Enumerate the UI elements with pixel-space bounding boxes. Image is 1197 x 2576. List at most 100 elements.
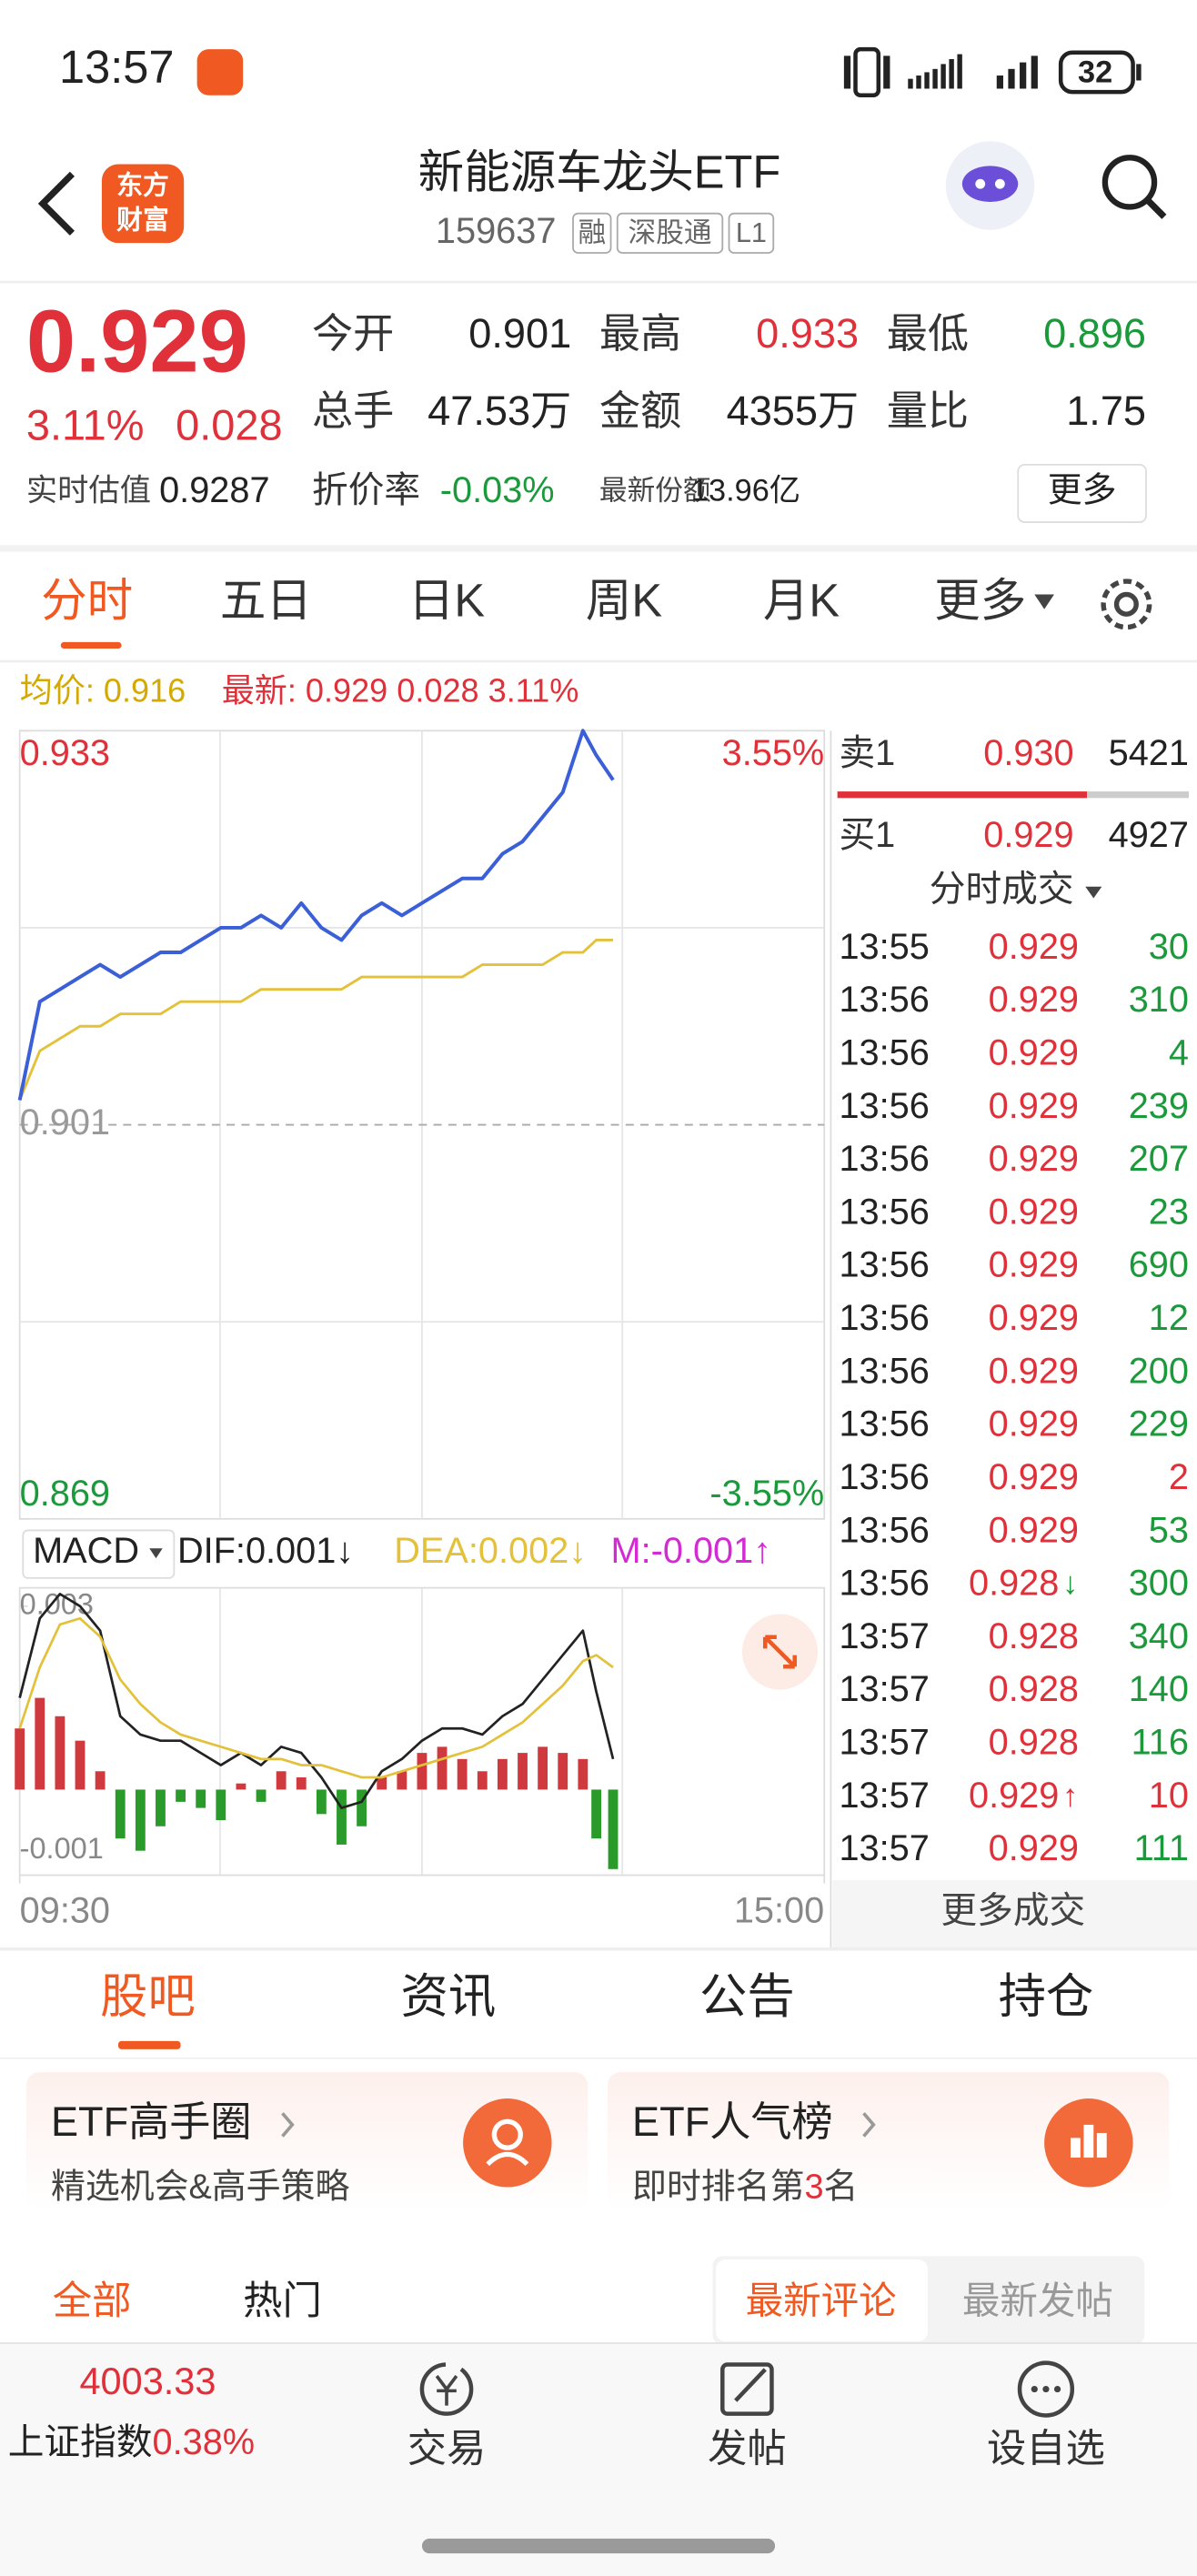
trade-time: 13:57 — [839, 1616, 929, 1656]
trade-volume: 111 — [1134, 1828, 1189, 1868]
trade-volume: 2 — [1169, 1457, 1189, 1497]
macd-bar — [236, 1783, 246, 1790]
macd-label: DEA:0.002↓ — [394, 1531, 587, 1571]
trade-volume: 310 — [1129, 980, 1189, 1020]
card[interactable] — [607, 2072, 1170, 2210]
fund-title: 新能源车龙头ETF — [418, 146, 781, 198]
avg-legend: 均价: 0.916 — [20, 671, 186, 709]
clock: 13:57 — [59, 41, 174, 93]
more-button-label[interactable]: 更多 — [1048, 472, 1117, 510]
index-name: 上证指数0.38% — [8, 2422, 255, 2462]
trade-icon[interactable] — [419, 2362, 474, 2416]
community-tab[interactable]: 资讯 — [400, 1971, 496, 2024]
book-volume: 4927 — [1109, 815, 1189, 855]
nav-item[interactable]: 交易 — [407, 2428, 487, 2471]
period-tab[interactable]: 周K — [586, 575, 663, 627]
card[interactable] — [25, 2072, 588, 2210]
trade-volume: 229 — [1129, 1404, 1189, 1444]
nav-item[interactable]: 设自选 — [987, 2428, 1105, 2471]
x-tick-label: 15:00 — [734, 1891, 824, 1931]
nav-item[interactable]: 发帖 — [708, 2428, 787, 2471]
macd-bar — [35, 1697, 45, 1790]
macd-bar — [337, 1789, 347, 1845]
tag: 融 — [578, 216, 606, 248]
trade-price: 0.929 — [989, 1245, 1079, 1285]
shares-label: 最新份额 — [599, 475, 711, 507]
post-icon[interactable] — [720, 2362, 774, 2416]
more-trades-button[interactable] — [832, 1879, 1197, 1947]
book-volume: 5421 — [1109, 733, 1189, 773]
filter-tab[interactable]: 全部 — [53, 2279, 132, 2323]
trade-volume: 116 — [1132, 1723, 1189, 1763]
more-button[interactable] — [1017, 463, 1147, 523]
card-subtitle: 精选机会&高手策略 — [51, 2168, 350, 2206]
filter-tab[interactable]: 热门 — [243, 2279, 322, 2323]
trade-arrow: ↑ — [1062, 1778, 1078, 1813]
y2-tick-label: -3.55% — [709, 1474, 824, 1514]
back-button[interactable] — [37, 171, 75, 236]
y-tick-label: 0.869 — [20, 1474, 110, 1514]
expand-button[interactable] — [741, 1614, 818, 1690]
community-tab[interactable]: 股吧 — [100, 1971, 196, 2024]
period-tab[interactable]: 分时 — [41, 575, 133, 627]
card-title: ETF高手圈 — [51, 2098, 252, 2145]
card-icon — [463, 2098, 552, 2188]
period-tab[interactable]: 日K — [408, 575, 486, 627]
change-pct: 3.11% — [26, 402, 145, 449]
macd-bar — [296, 1776, 307, 1790]
stat-value: 4355万 — [727, 387, 860, 434]
trades-title: 分时成交 — [930, 870, 1074, 910]
macd-bar — [538, 1746, 548, 1790]
shares-value: 13.96亿 — [691, 474, 800, 508]
logo-text: 东方 — [116, 170, 169, 200]
book-side: 卖1 — [839, 733, 895, 773]
sort-tab[interactable]: 最新发帖 — [962, 2279, 1113, 2322]
bottom-nav — [0, 2343, 1197, 2576]
dif-line — [18, 1592, 615, 1809]
macd-bar — [497, 1758, 508, 1790]
bid-bar — [1087, 791, 1189, 799]
macd-bar — [135, 1789, 146, 1851]
logo-text: 财富 — [116, 205, 169, 235]
community-tab[interactable]: 持仓 — [999, 1971, 1094, 2024]
index-value[interactable]: 4003.33 — [79, 2360, 216, 2402]
settings-button[interactable] — [1101, 579, 1152, 630]
period-tab[interactable]: 更多 — [934, 575, 1026, 627]
latest-legend: 最新: 0.929 0.028 3.11% — [222, 671, 579, 709]
card-icon — [1044, 2098, 1133, 2188]
macd-bar — [437, 1746, 448, 1790]
macd-selector[interactable] — [22, 1529, 176, 1579]
price-line — [17, 729, 615, 1101]
y-tick-label: 0.901 — [20, 1102, 110, 1142]
book-price: 0.929 — [983, 815, 1073, 855]
trade-time: 13:56 — [839, 1351, 929, 1391]
trade-time: 13:56 — [839, 1033, 929, 1073]
period-tab[interactable]: 五日 — [220, 575, 312, 627]
macd-bar — [15, 1728, 25, 1790]
y-tick-label: 0.933 — [20, 733, 110, 773]
trade-volume: 300 — [1129, 1564, 1189, 1604]
stat-value: 0.901 — [468, 310, 571, 357]
macd-title[interactable]: MACD — [33, 1531, 139, 1571]
macd-bar — [95, 1771, 106, 1790]
community-tab[interactable]: 公告 — [699, 1971, 795, 2024]
trade-time: 13:56 — [839, 1457, 929, 1497]
trade-volume: 239 — [1129, 1086, 1189, 1126]
trade-volume: 200 — [1129, 1351, 1189, 1391]
app-logo — [101, 164, 185, 244]
search-button[interactable] — [1101, 155, 1167, 219]
trade-price: 0.929 — [989, 1510, 1079, 1550]
more-trades-label[interactable]: 更多成交 — [940, 1891, 1085, 1931]
dropdown-icon — [1085, 886, 1102, 899]
sort-active[interactable] — [716, 2259, 928, 2342]
macd-bar — [477, 1771, 488, 1790]
watch-icon[interactable] — [1017, 2360, 1075, 2418]
y-tick-label: -0.001 — [20, 1832, 104, 1865]
sort-tab[interactable]: 最新评论 — [746, 2279, 897, 2322]
avatar[interactable] — [945, 141, 1035, 230]
trade-price: 0.929 — [989, 1828, 1079, 1868]
chevron — [862, 2112, 876, 2138]
trade-time: 13:57 — [839, 1669, 929, 1709]
period-tab[interactable]: 月K — [763, 575, 840, 627]
macd-bar — [316, 1789, 327, 1815]
